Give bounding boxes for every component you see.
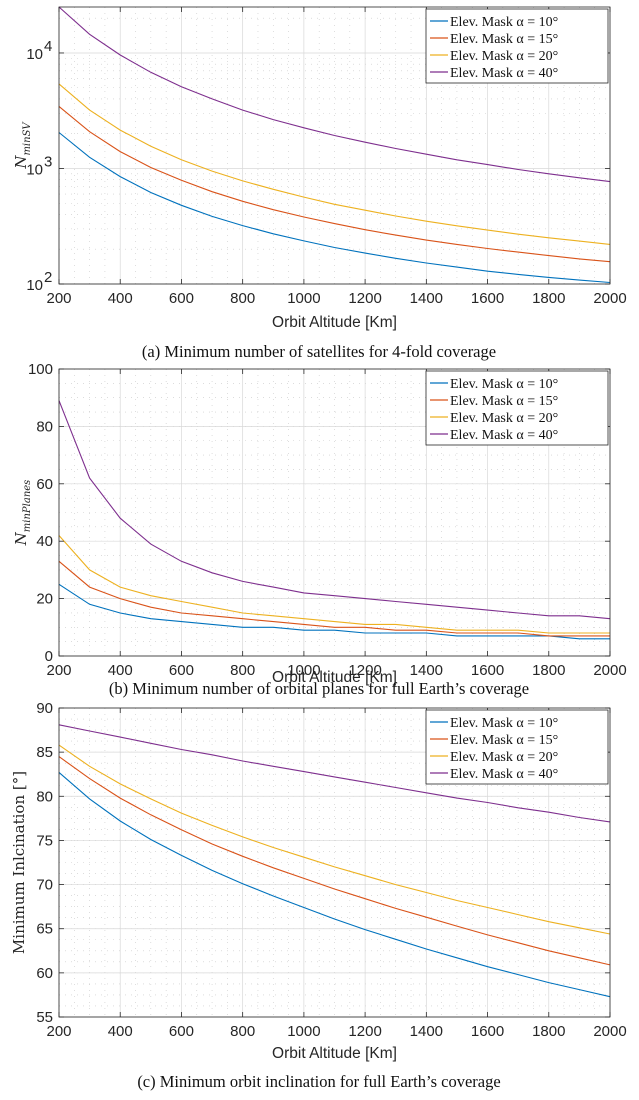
x-tick-label: 2000 (593, 290, 626, 307)
legend-entry-3: Elev. Mask α = 20° (450, 49, 558, 64)
y-tick-label: 0 (45, 648, 53, 665)
x-tick-label: 1800 (532, 662, 565, 679)
x-tick-label: 600 (169, 1023, 194, 1040)
y-tick-label: 65 (36, 921, 53, 938)
x-tick-label: 200 (46, 290, 71, 307)
legend-entry-1: Elev. Mask α = 10° (450, 377, 558, 392)
legend-entry-4: Elev. Mask α = 40° (450, 66, 558, 81)
y-tick-label: 20 (36, 591, 53, 608)
x-tick-label: 400 (108, 662, 133, 679)
x-tick-label: 200 (46, 1023, 71, 1040)
legend-entry-2: Elev. Mask α = 15° (450, 32, 558, 47)
y-tick-label: 40 (36, 533, 53, 550)
y-tick-label: 90 (36, 700, 53, 717)
chart-caption: (b) Minimum number of orbital planes for… (109, 679, 529, 698)
legend-entry-2: Elev. Mask α = 15° (450, 733, 558, 748)
chart-3: 200 400 600 800 1000 1200 1400 1600 1800 2000 55 60… (10, 700, 627, 1091)
y-axis-label: NminSV (12, 121, 33, 170)
x-tick-label: 200 (46, 662, 71, 679)
series-line-1 (58, 132, 611, 284)
chart-caption: (a) Minimum number of satellites for 4-f… (142, 342, 496, 361)
x-tick-label: 1200 (348, 290, 381, 307)
x-tick-label: 1600 (471, 662, 504, 679)
legend-entry-4: Elev. Mask α = 40° (450, 767, 558, 782)
series-line-3 (58, 535, 610, 634)
x-tick-label: 1400 (410, 662, 443, 679)
y-tick-label: 80 (36, 788, 53, 805)
y-tick-exponent: 2 (44, 269, 52, 286)
x-tick-label: 800 (230, 662, 255, 679)
x-tick-label: 1000 (287, 290, 320, 307)
legend-entry-3: Elev. Mask α = 20° (450, 750, 558, 765)
series-line-1 (58, 771, 611, 998)
x-tick-label: 800 (230, 1023, 255, 1040)
legend-entry-1: Elev. Mask α = 10° (450, 15, 558, 30)
series-line-3 (58, 744, 611, 935)
legend: Elev. Mask α = 10° Elev. Mask α = 15° Elev… (425, 370, 609, 446)
y-tick-label: 55 (36, 1009, 53, 1026)
x-tick-label: 1400 (410, 290, 443, 307)
x-tick-label: 1000 (287, 662, 320, 679)
y-axis-label: NminPlanes (12, 480, 33, 547)
x-tick-label: 800 (230, 290, 255, 307)
chart-2: 200 400 600 800 1000 1200 1400 1600 1800 2000 0 20 4… (12, 361, 627, 698)
x-tick-label: 1800 (532, 1023, 565, 1040)
series-line-2 (58, 105, 611, 263)
x-tick-label: 600 (169, 290, 194, 307)
series-line-1 (58, 583, 610, 640)
x-axis-label: Orbit Altitude [Km] (272, 1045, 397, 1062)
axes-box (58, 368, 611, 657)
x-axis-label: Orbit Altitude [Km] (272, 314, 397, 331)
x-tick-label: 1200 (348, 662, 381, 679)
y-tick-label: 70 (36, 877, 53, 894)
y-axis-label: Minimum Inlcination [°] (10, 771, 28, 954)
chart-caption: (c) Minimum orbit inclination for full E… (137, 1072, 500, 1091)
x-axis-label: Orbit Altitude [Km] (272, 669, 397, 686)
y-tick-label: 60 (36, 965, 53, 982)
x-tick-label: 1400 (410, 1023, 443, 1040)
x-tick-label: 1200 (348, 1023, 381, 1040)
legend-box (425, 709, 609, 785)
axes-box (58, 707, 611, 1018)
x-tick-label: 1600 (471, 290, 504, 307)
x-tick-label: 2000 (593, 662, 626, 679)
y-tick-label: 80 (36, 418, 53, 435)
series-line-4 (58, 400, 611, 620)
y-tick-label: 60 (36, 476, 53, 493)
x-tick-label: 400 (108, 290, 133, 307)
legend-box (425, 8, 609, 84)
legend-entry-4: Elev. Mask α = 40° (450, 428, 558, 443)
y-tick-label: 10 (26, 161, 43, 178)
legend: Elev. Mask α = 10° Elev. Mask α = 15° Elev… (425, 709, 609, 785)
legend-entry-3: Elev. Mask α = 20° (450, 411, 558, 426)
series-line-2 (58, 560, 610, 637)
y-tick-label: 85 (36, 744, 53, 761)
legend-box (425, 370, 609, 446)
legend-entry-1: Elev. Mask α = 10° (450, 716, 558, 731)
legend-entry-2: Elev. Mask α = 15° (450, 394, 558, 409)
x-tick-label: 600 (169, 662, 194, 679)
axes-box (58, 6, 611, 285)
series-line-4 (58, 6, 611, 183)
x-tick-label: 2000 (593, 1023, 626, 1040)
y-tick-label: 100 (28, 361, 53, 378)
y-tick-label: 10 (26, 277, 43, 294)
y-tick-label: 75 (36, 832, 53, 849)
series-line-3 (58, 83, 611, 245)
x-tick-label: 1000 (287, 1023, 320, 1040)
series-line-4 (58, 724, 611, 823)
series-line-2 (58, 756, 611, 966)
x-tick-label: 1600 (471, 1023, 504, 1040)
y-tick-label: 10 (26, 46, 43, 63)
x-tick-label: 1800 (532, 290, 565, 307)
y-tick-exponent: 4 (44, 38, 52, 55)
x-tick-label: 400 (108, 1023, 133, 1040)
y-tick-exponent: 3 (44, 153, 52, 170)
legend: Elev. Mask α = 10° Elev. Mask α = 15° Elev… (425, 8, 609, 84)
